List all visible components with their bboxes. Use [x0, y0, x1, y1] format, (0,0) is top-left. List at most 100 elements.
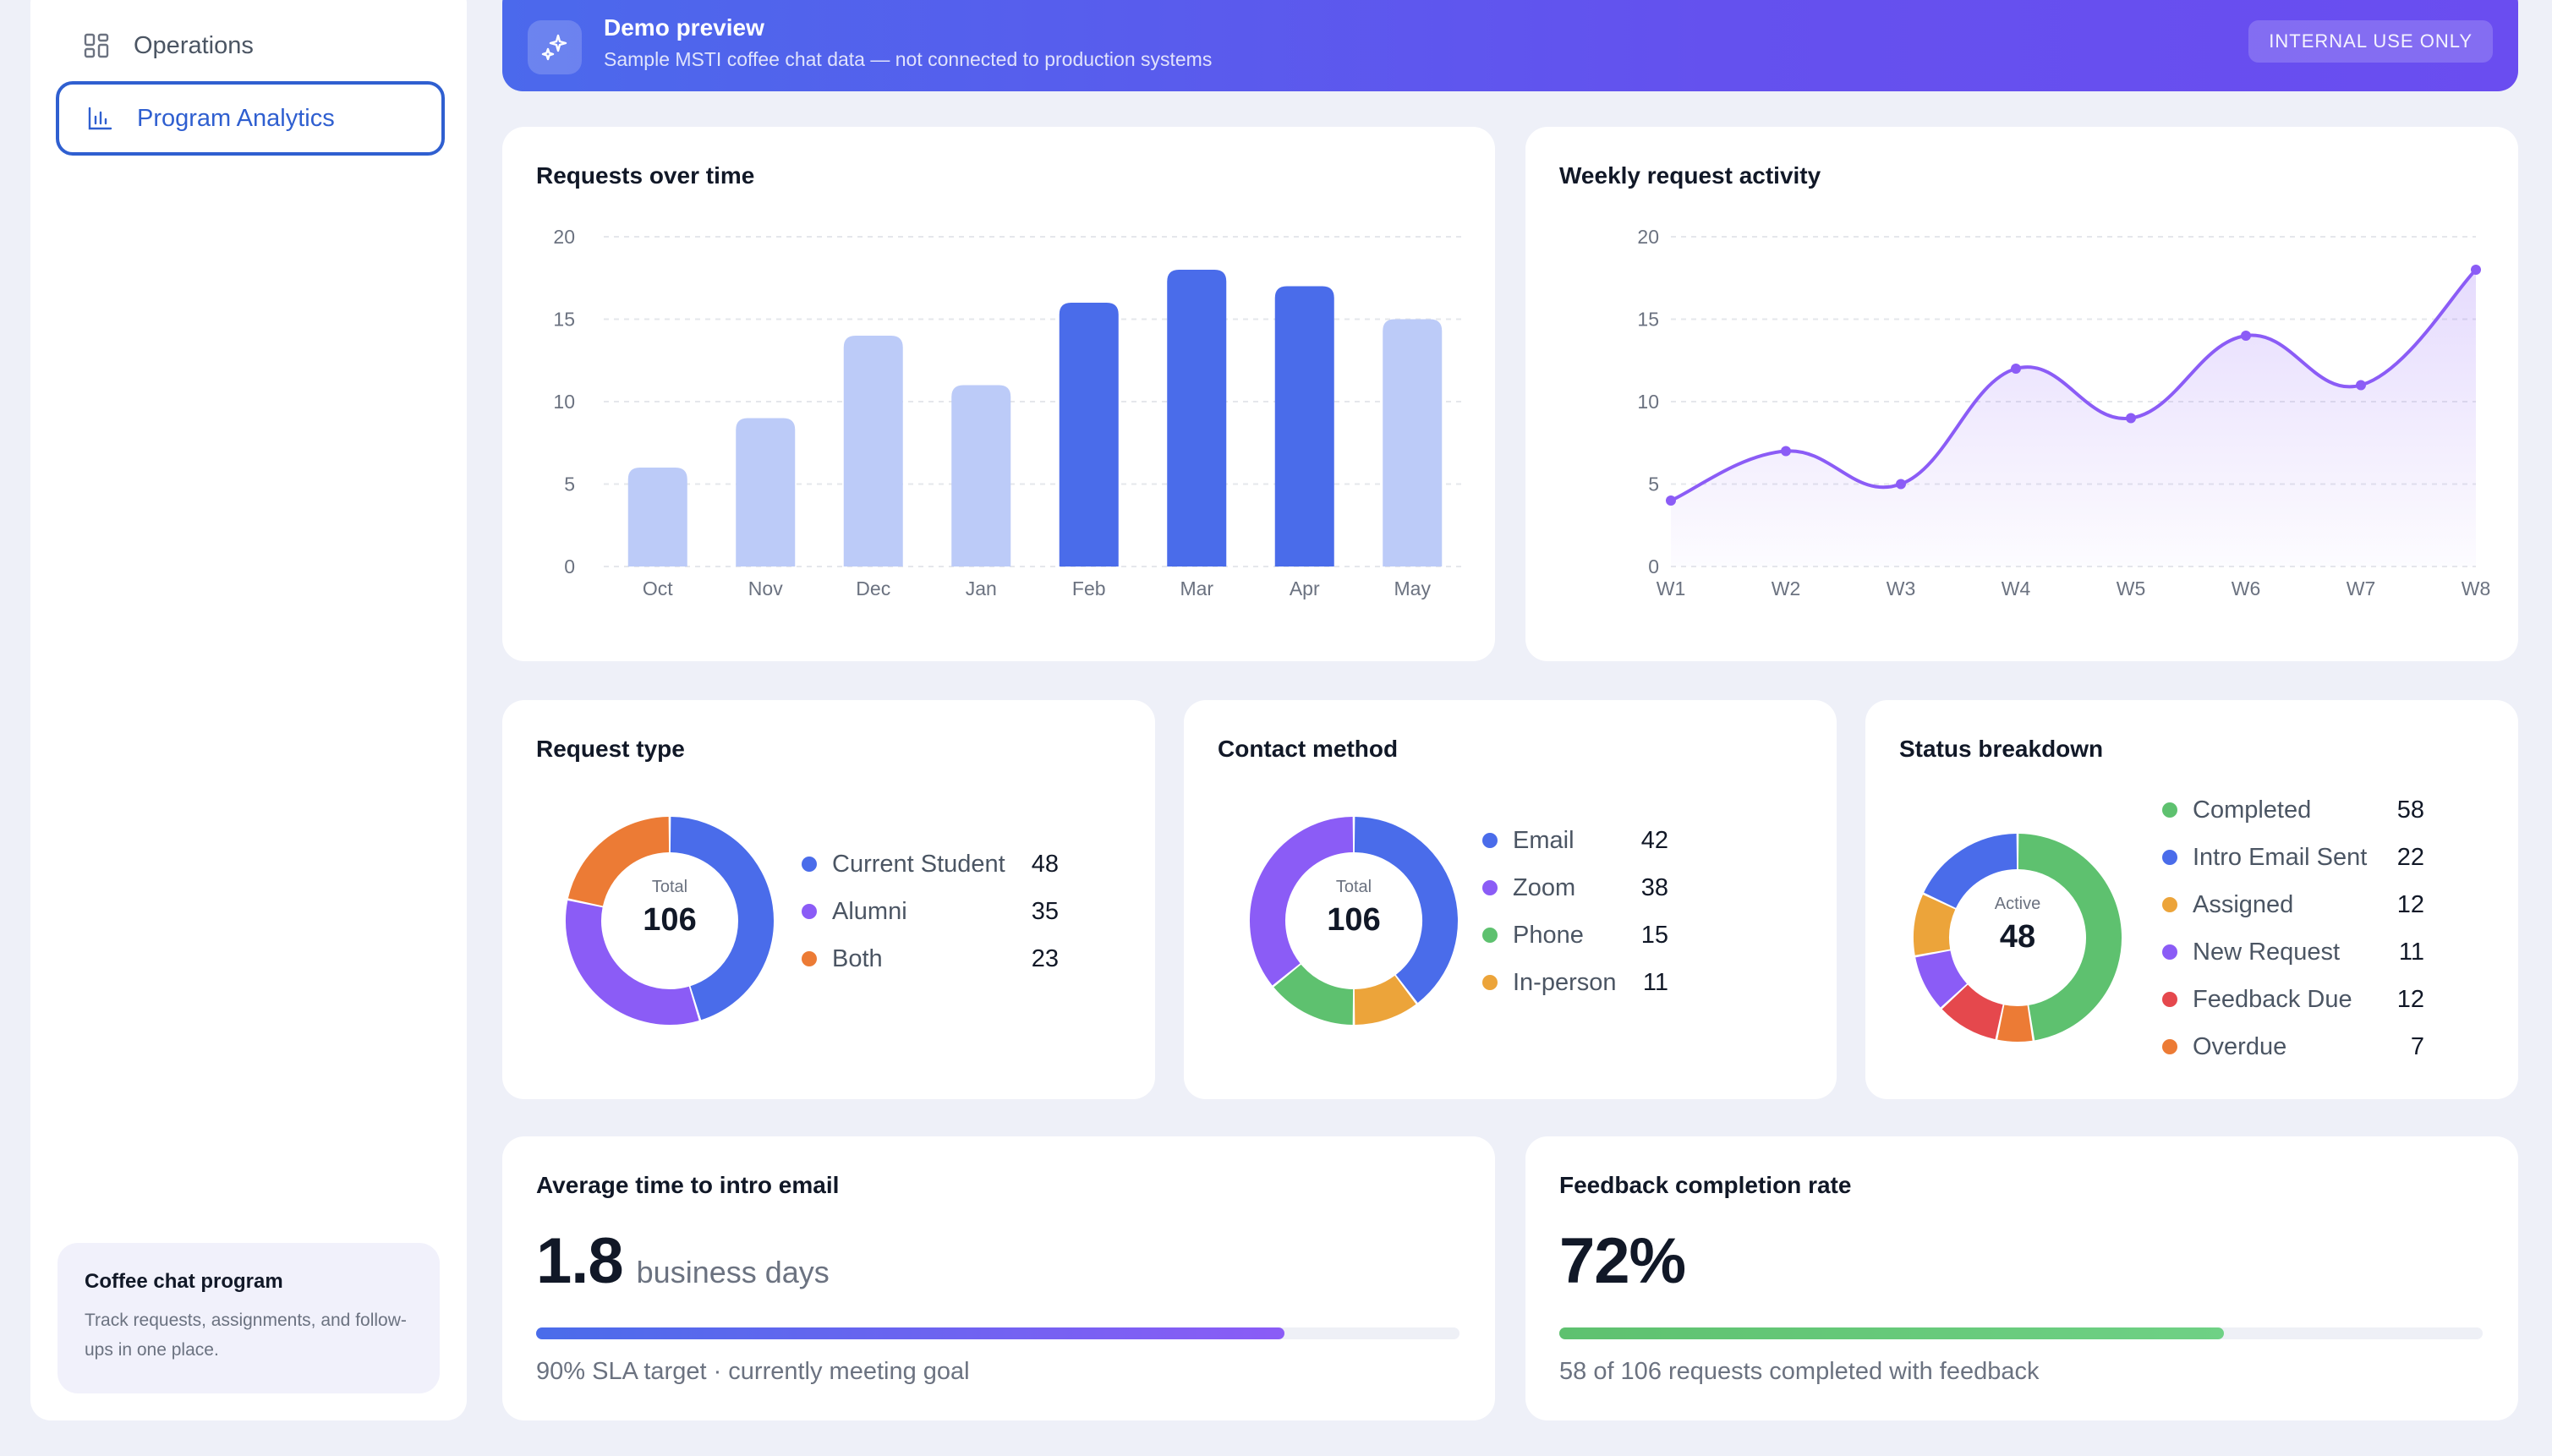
legend-dot-icon: [802, 857, 817, 872]
slice-overdue[interactable]: [1997, 1004, 2033, 1042]
x-tick-label: W2: [1772, 577, 1801, 599]
x-tick-label: Apr: [1290, 577, 1320, 599]
x-tick-label: W5: [2117, 577, 2146, 599]
slice-assigned[interactable]: [1914, 895, 1956, 955]
point-w7[interactable]: [2356, 380, 2366, 391]
metric-footer: 58 of 106 requests completed with feedba…: [1559, 1358, 2040, 1385]
point-w8[interactable]: [2471, 265, 2481, 275]
y-tick-label: 20: [1637, 226, 1659, 248]
sidebar-item-operations[interactable]: Operations: [56, 8, 445, 83]
demo-banner: Demo preview Sample MSTI coffee chat dat…: [502, 0, 2518, 91]
donut-center: Total 106: [602, 878, 737, 939]
legend-item-email: Email 42: [1482, 817, 1668, 864]
contact-method-donut: [1250, 817, 1458, 1025]
legend-value: 15: [1640, 921, 1668, 949]
bar-apr[interactable]: [1274, 286, 1334, 567]
legend-label: Zoom: [1513, 873, 1576, 901]
slice-current-student[interactable]: [670, 817, 774, 1021]
slice-feedback-due[interactable]: [1941, 984, 2004, 1040]
legend-value: 38: [1640, 873, 1668, 901]
legend-value: 11: [1642, 968, 1668, 996]
x-tick-label: Feb: [1072, 577, 1106, 599]
bar-oct[interactable]: [627, 468, 687, 567]
legend-value: 35: [1031, 897, 1059, 925]
legend-dot-icon: [2162, 802, 2177, 818]
y-tick-label: 0: [1648, 556, 1659, 577]
slice-alumni[interactable]: [566, 900, 699, 1025]
donut-center-value: 106: [1327, 902, 1381, 938]
slice-in-person[interactable]: [1354, 975, 1416, 1025]
x-tick-label: W6: [2232, 577, 2261, 599]
donut-center-label: Total: [651, 878, 688, 896]
request-type-card: Request type Total 106 Current Student 48…: [502, 700, 1155, 1099]
requests-over-time-card: Requests over time 0 5 10 15 20 Oct Nov Dec Jan F…: [502, 127, 1495, 661]
slice-completed[interactable]: [2018, 834, 2122, 1041]
x-tick-label: May: [1394, 577, 1432, 599]
legend-item-intro-email-sent: Intro Email Sent 22: [2162, 834, 2424, 881]
point-w6[interactable]: [2241, 331, 2251, 341]
contact-method-legend: Email 42 Zoom 38 Phone 15 In-person 11: [1482, 817, 1668, 1006]
legend-dot-icon: [1482, 833, 1498, 848]
y-tick-label: 5: [1648, 473, 1659, 495]
legend-item-assigned: Assigned 12: [2162, 881, 2424, 928]
legend-label: New Request: [2193, 938, 2341, 966]
card-title: Status breakdown: [1899, 736, 2104, 762]
status-breakdown-donut: [1914, 834, 2122, 1042]
point-w5[interactable]: [2126, 413, 2136, 424]
point-w1[interactable]: [1666, 495, 1676, 506]
slice-new-request[interactable]: [1915, 950, 1968, 1008]
legend-label: Overdue: [2193, 1032, 2287, 1060]
legend-label: Intro Email Sent: [2193, 843, 2368, 871]
bar-may[interactable]: [1383, 319, 1443, 567]
card-title: Request type: [536, 736, 685, 762]
legend-label: Phone: [1513, 921, 1584, 949]
contact-method-card: Contact method Total 106 Email 42 Zoom 38 Ph…: [1184, 700, 1837, 1099]
donut-center-value: 106: [643, 902, 697, 938]
sidebar-item-program-analytics[interactable]: Program Analytics: [56, 81, 445, 156]
legend-label: Completed: [2193, 796, 2312, 824]
legend-item-phone: Phone 15: [1482, 911, 1668, 959]
metric-footer: 90% SLA target · currently meeting goal: [536, 1358, 970, 1385]
legend-item-completed: Completed 58: [2162, 786, 2424, 834]
legend-value: 58: [2396, 796, 2424, 824]
y-tick-label: 5: [564, 473, 575, 495]
card-title: Weekly request activity: [1559, 162, 1821, 189]
point-w4[interactable]: [2011, 364, 2021, 374]
x-tick-label: W3: [1887, 577, 1916, 599]
metric-unit: business days: [636, 1255, 830, 1289]
y-tick-label: 0: [564, 556, 575, 577]
point-w3[interactable]: [1896, 479, 1906, 490]
y-tick-label: 15: [1637, 309, 1659, 331]
slice-intro-email-sent[interactable]: [1924, 834, 2018, 909]
bar-nov[interactable]: [736, 418, 796, 567]
weekly-activity-card: Weekly request activity 0 5 10 15 20 W1 W2 W3 W4…: [1525, 127, 2518, 661]
metric-value-group: 1.8 business days: [536, 1224, 830, 1298]
legend-dot-icon: [2162, 1039, 2177, 1054]
bar-feb[interactable]: [1059, 303, 1119, 567]
feedback-progress-fill: [1559, 1327, 2225, 1339]
legend-label: Feedback Due: [2193, 985, 2352, 1013]
legend-label: Current Student: [832, 850, 1005, 878]
slice-email[interactable]: [1354, 817, 1458, 1003]
bar-jan[interactable]: [951, 385, 1011, 567]
legend-value: 11: [2398, 938, 2424, 966]
legend-item-overdue: Overdue 7: [2162, 1023, 2424, 1070]
slice-zoom[interactable]: [1250, 817, 1354, 986]
point-w2[interactable]: [1781, 446, 1791, 457]
bar-dec[interactable]: [843, 336, 903, 567]
bar-mar[interactable]: [1167, 270, 1227, 567]
x-tick-label: W7: [2347, 577, 2376, 599]
legend-dot-icon: [1482, 928, 1498, 943]
legend-item-current-student: Current Student 48: [802, 840, 1059, 888]
slice-both[interactable]: [567, 817, 670, 907]
series-line: [1670, 268, 2478, 502]
y-tick-label: 20: [553, 226, 575, 248]
legend-item-zoom: Zoom 38: [1482, 864, 1668, 911]
card-title: Contact method: [1218, 736, 1399, 762]
feedback-rate-card: Feedback completion rate 72% 58 of 106 r…: [1525, 1136, 2518, 1420]
donut-center: Active 48: [1950, 895, 2085, 955]
feedback-progress-track: [1559, 1327, 2483, 1339]
slice-phone[interactable]: [1273, 964, 1354, 1025]
legend-value: 22: [2396, 843, 2424, 871]
requests-bar-chart: 0 5 10 15 20 Oct Nov Dec Jan Feb Mar Apr May: [553, 226, 1466, 599]
